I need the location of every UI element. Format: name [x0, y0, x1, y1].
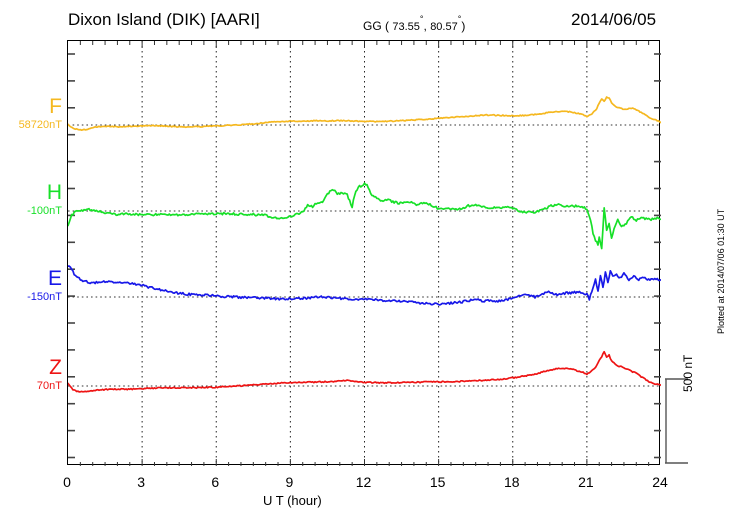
longitude-degree-symbol: °: [457, 14, 462, 24]
trace-F: [68, 96, 661, 132]
component-letter-E: E: [47, 267, 62, 290]
x-tick-label-9: 9: [285, 474, 294, 490]
x-tick-label-12: 12: [355, 474, 372, 490]
component-label-E: E -150nT: [0, 268, 62, 304]
latitude-value: 73.55: [392, 21, 420, 33]
observation-date: 2014/06/05: [571, 10, 657, 29]
magnetogram-plot-area: [67, 40, 661, 466]
x-tick-label-6: 6: [211, 474, 220, 490]
x-tick-label-21: 21: [578, 474, 594, 490]
x-tick-label-0: 0: [63, 474, 71, 490]
longitude-value: 80.57: [430, 21, 458, 33]
coords-separator: ,: [423, 19, 427, 33]
component-label-F: F 58720nT: [0, 96, 62, 132]
station-title: Dixon Island (DIK) [AARI]: [68, 10, 260, 29]
coords-open-paren: (: [385, 19, 390, 33]
component-label-H: H -100nT: [0, 182, 62, 218]
component-baseline-value-F: 58720nT: [18, 119, 62, 131]
component-letter-H: H: [46, 181, 62, 204]
trace-E: [68, 265, 661, 306]
trace-H: [68, 182, 661, 250]
geographic-coordinates: GG ( 73.55°, 80.57°): [363, 14, 465, 33]
x-tick-label-18: 18: [503, 474, 520, 490]
component-baseline-value-H: -100nT: [27, 205, 62, 217]
scale-bar-icon: [665, 378, 688, 464]
coords-close-paren: ): [461, 19, 466, 33]
component-label-Z: Z 70nT: [0, 357, 62, 393]
x-axis-title: U T (hour): [263, 493, 322, 508]
x-tick-label-24: 24: [652, 474, 668, 490]
coords-prefix: GG: [363, 19, 382, 33]
scale-bar-label: 500 nT: [681, 354, 695, 392]
magnetogram-traces-svg: [68, 41, 661, 466]
plotted-timestamp: Plotted at 2014/07/06 01:30 UT: [716, 208, 726, 334]
trace-Z: [68, 350, 661, 393]
component-letter-F: F: [49, 95, 62, 118]
x-tick-label-3: 3: [137, 474, 146, 490]
latitude-degree-symbol: °: [419, 14, 424, 24]
component-baseline-value-Z: 70nT: [36, 380, 62, 392]
x-tick-label-15: 15: [429, 474, 446, 490]
component-baseline-value-E: -150nT: [27, 291, 62, 303]
component-letter-Z: Z: [49, 356, 62, 379]
